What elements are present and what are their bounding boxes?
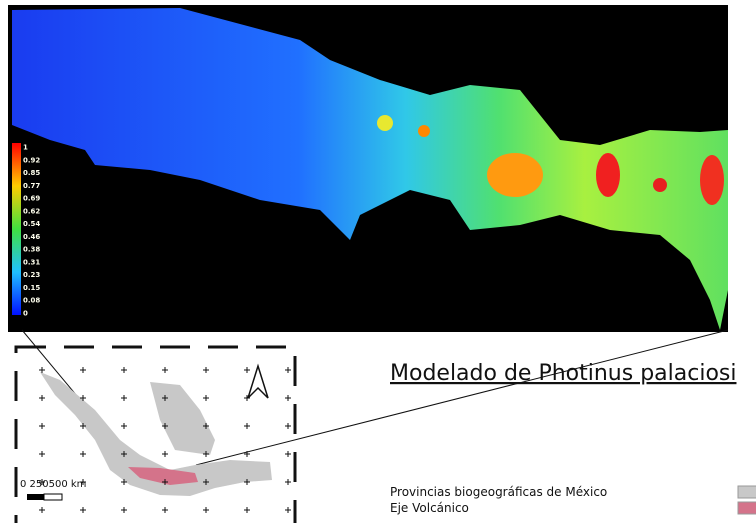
scale-bar xyxy=(27,494,44,500)
graticule-cross xyxy=(39,451,45,457)
scale-label: 0 250500 km xyxy=(20,479,86,490)
zoom-line xyxy=(196,330,728,465)
colorbar-label: 0.54 xyxy=(23,220,40,228)
graticule-cross xyxy=(285,479,291,485)
hotspot xyxy=(653,178,667,192)
graticule-cross xyxy=(285,507,291,513)
graticule-cross xyxy=(121,367,127,373)
hotspot xyxy=(487,153,543,197)
colorbar-label: 0.77 xyxy=(23,182,40,190)
graticule-cross xyxy=(39,423,45,429)
legend-title: Modelado de Photinus palaciosi xyxy=(390,361,736,386)
graticule-cross xyxy=(39,507,45,513)
colorbar-label: 0.38 xyxy=(23,246,40,254)
graticule-cross xyxy=(121,507,127,513)
graticule-cross xyxy=(244,507,250,513)
graticule-cross xyxy=(39,395,45,401)
graticule-cross xyxy=(39,367,45,373)
north-arrow xyxy=(248,366,268,398)
graticule-cross xyxy=(285,395,291,401)
graticule-cross xyxy=(121,423,127,429)
hotspot xyxy=(377,115,393,131)
map-figure: 1 0.92 0.85 0.77 0.69 0.62 0.54 0.46 0.38 0.31 0.2… xyxy=(0,0,756,523)
legend: Provincias biogeográficas de México Eje V… xyxy=(390,485,756,515)
graticule-cross xyxy=(121,395,127,401)
colorbar xyxy=(12,143,21,315)
colorbar-label: 0.23 xyxy=(23,271,40,279)
hotspot xyxy=(596,153,620,197)
hotspot xyxy=(700,155,724,205)
graticule-cross xyxy=(80,451,86,457)
graticule-cross xyxy=(203,395,209,401)
colorbar-label: 0 xyxy=(23,310,28,318)
graticule-cross xyxy=(285,423,291,429)
graticule-cross xyxy=(162,507,168,513)
colorbar-label: 0.08 xyxy=(23,297,40,305)
scale-bar xyxy=(44,494,62,500)
graticule-cross xyxy=(80,507,86,513)
legend-label: Provincias biogeográficas de México xyxy=(390,485,607,499)
colorbar-label: 0.62 xyxy=(23,207,40,215)
legend-swatch xyxy=(738,502,756,514)
hotspot xyxy=(418,125,430,137)
graticule-cross xyxy=(285,367,291,373)
colorbar-label: 0.85 xyxy=(23,169,40,177)
colorbar-label: 0.15 xyxy=(23,284,40,292)
legend-swatch xyxy=(738,486,756,498)
colorbar-label: 0.92 xyxy=(23,156,40,164)
graticule-cross xyxy=(203,367,209,373)
colorbar-label: 0.46 xyxy=(23,233,40,241)
colorbar-label: 0.31 xyxy=(23,258,40,266)
graticule-cross xyxy=(244,423,250,429)
graticule-cross xyxy=(162,367,168,373)
graticule-cross xyxy=(285,451,291,457)
colorbar-label: 1 xyxy=(23,144,28,152)
legend-label: Eje Volcánico xyxy=(390,501,469,515)
colorbar-label: 0.69 xyxy=(23,195,40,203)
graticule-cross xyxy=(80,367,86,373)
graticule-cross xyxy=(244,367,250,373)
map-canvas: 1 0.92 0.85 0.77 0.69 0.62 0.54 0.46 0.38 0.31 0.2… xyxy=(0,0,756,523)
graticule-cross xyxy=(203,507,209,513)
graticule-cross xyxy=(162,451,168,457)
